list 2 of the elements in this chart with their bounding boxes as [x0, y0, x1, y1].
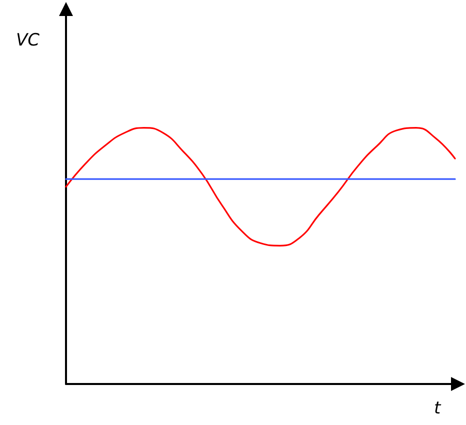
y-axis-title: VC — [16, 30, 40, 50]
x-axis-title: t — [434, 398, 442, 418]
